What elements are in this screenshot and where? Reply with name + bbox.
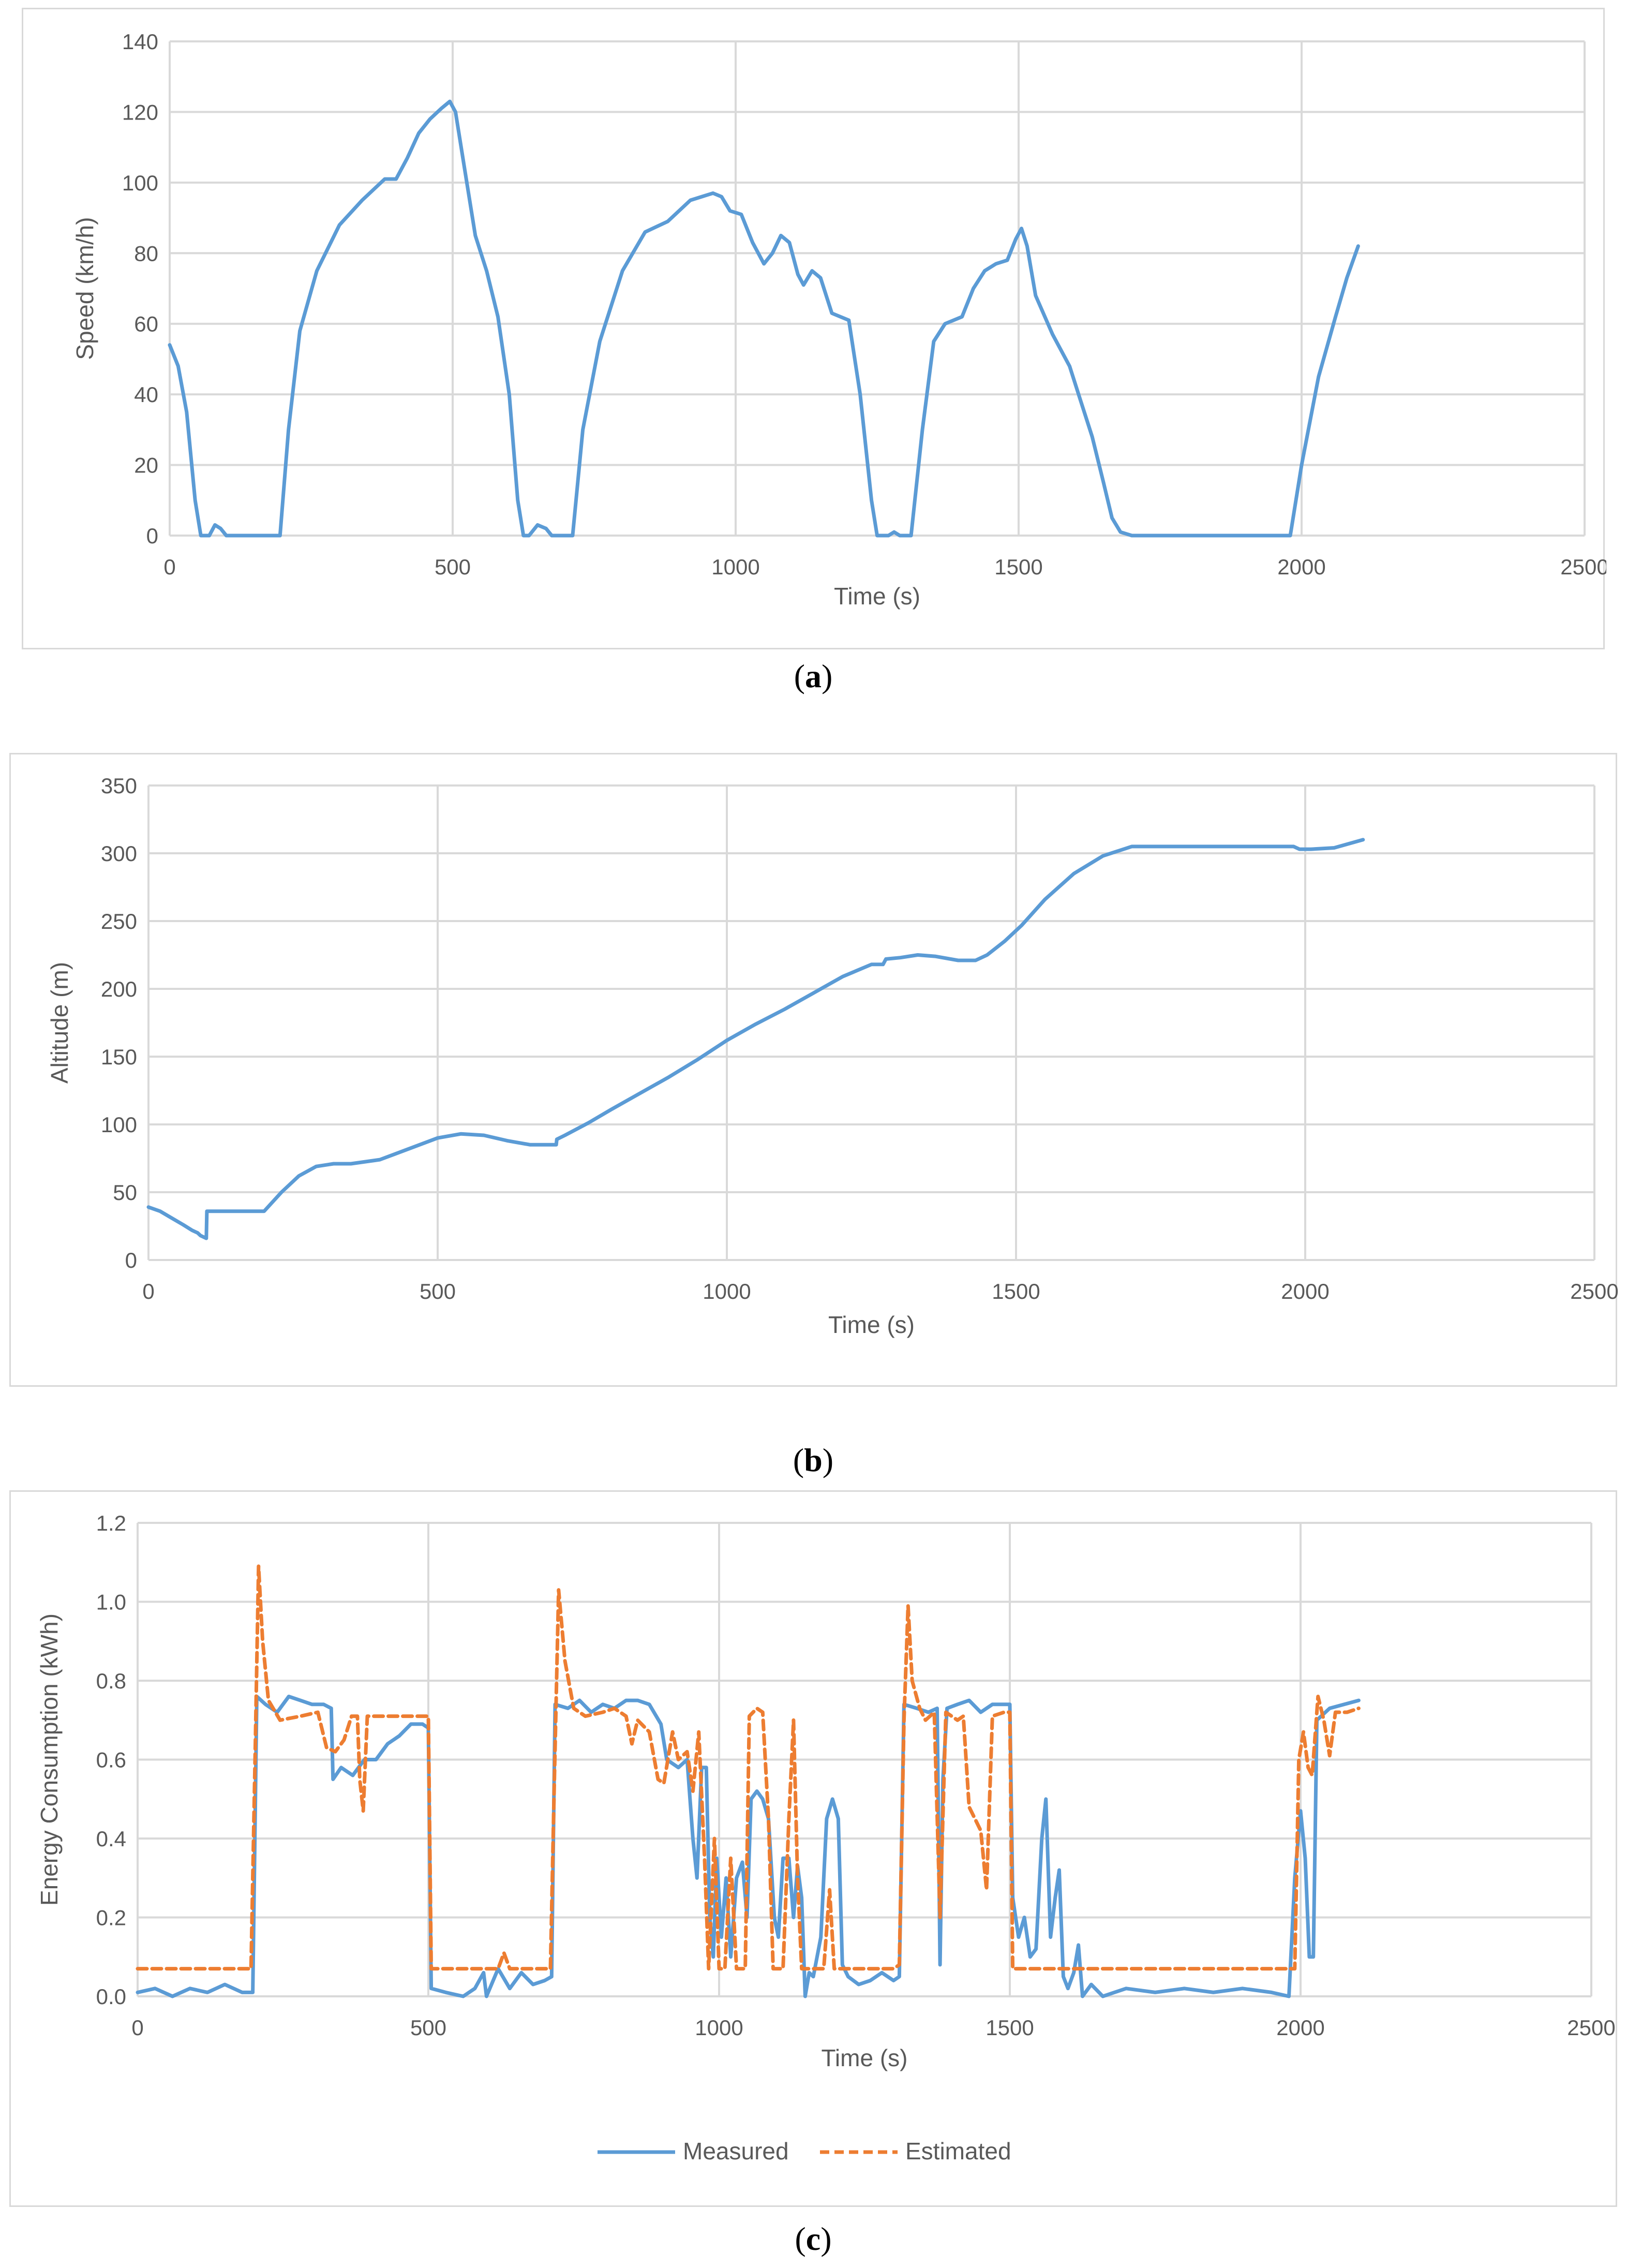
x-axis-label: Time (s) — [828, 1311, 915, 1338]
y-tick-label: 0 — [146, 524, 158, 548]
y-tick-label: 50 — [113, 1180, 137, 1205]
y-tick-label: 300 — [101, 841, 137, 866]
y-tick-label: 0.0 — [96, 1984, 126, 2009]
y-tick-label: 0.2 — [96, 1906, 126, 1930]
legend: Measured Estimated — [598, 2138, 1011, 2165]
y-tick-label: 140 — [122, 29, 158, 54]
y-tick-label: 350 — [101, 774, 137, 798]
x-tick-label: 500 — [420, 1279, 456, 1303]
y-tick-label: 0.6 — [96, 1748, 126, 1772]
x-tick-label: 0 — [142, 1279, 154, 1303]
y-axis-label: Speed (km/h) — [71, 217, 98, 360]
x-tick-label: 500 — [410, 2015, 446, 2040]
x-tick-label: 500 — [435, 555, 471, 579]
x-tick-label: 0 — [163, 555, 175, 579]
series-line-main — [168, 99, 1360, 538]
gridlines — [169, 40, 1586, 537]
x-tick-label: 1000 — [711, 555, 759, 579]
x-tick-label: 1500 — [994, 555, 1042, 579]
x-tick-label: 2500 — [1567, 2015, 1615, 2040]
y-tick-label: 1.2 — [96, 1511, 126, 1535]
y-tick-label: 0.8 — [96, 1669, 126, 1693]
y-tick-label: 250 — [101, 909, 137, 933]
chart-panel-energy: 0.0 0.2 0.4 0.6 0.8 1.0 1.2 0 500 1000 1500 2000 250… — [9, 1490, 1617, 2207]
chart-panel-speed: 0 20 40 60 80 100 120 140 0 500 1000 1500 2000 2500 Ti… — [22, 8, 1606, 649]
series-line-measured — [136, 1695, 1361, 1998]
y-tick-label: 100 — [101, 1113, 137, 1137]
legend-label-estimated: Estimated — [905, 2138, 1011, 2165]
x-tick-label: 2500 — [1570, 1279, 1618, 1303]
series-line-estimated — [136, 1564, 1361, 1971]
y-tick-label: 1.0 — [96, 1590, 126, 1614]
y-tick-label: 20 — [134, 453, 158, 478]
x-tick-label: 2000 — [1276, 2015, 1324, 2040]
y-axis-label: Energy Consumption (kWh) — [36, 1613, 63, 1906]
y-tick-label: 120 — [122, 100, 158, 124]
series-line-main — [146, 838, 1365, 1240]
legend-label-measured: Measured — [683, 2138, 789, 2165]
caption-c: (c) — [762, 2220, 865, 2258]
altitude-chart: 0 50 100 150 200 250 300 350 0 500 1000 1500 2000 250… — [46, 774, 1619, 1338]
chart-panel-altitude: 0 50 100 150 200 250 300 350 0 500 1000 1500 2000 250… — [9, 753, 1619, 1387]
y-tick-label: 150 — [101, 1045, 137, 1069]
energy-chart: 0.0 0.2 0.4 0.6 0.8 1.0 1.2 0 500 1000 1500 2000 250… — [36, 1511, 1616, 2165]
y-tick-label: 0.4 — [96, 1827, 126, 1851]
x-tick-label: 1000 — [703, 1279, 751, 1303]
x-tick-label: 1000 — [695, 2015, 743, 2040]
x-axis-label: Time (s) — [834, 583, 920, 610]
y-tick-label: 200 — [101, 977, 137, 1001]
y-tick-label: 60 — [134, 312, 158, 336]
x-tick-label: 2000 — [1281, 1279, 1329, 1303]
x-tick-label: 2000 — [1277, 555, 1325, 579]
caption-b-text: (b) — [793, 1442, 834, 1478]
caption-c-text: (c) — [795, 2220, 832, 2257]
caption-a-text: (a) — [794, 658, 833, 694]
caption-b: (b) — [762, 1441, 865, 1479]
x-tick-label: 0 — [131, 2015, 143, 2040]
y-tick-label: 0 — [125, 1248, 137, 1272]
gridlines — [137, 1522, 1592, 1997]
x-tick-label: 1500 — [986, 2015, 1034, 2040]
x-axis-label: Time (s) — [822, 2044, 908, 2071]
y-tick-label: 40 — [134, 382, 158, 407]
caption-a: (a) — [762, 657, 865, 695]
y-tick-label: 100 — [122, 171, 158, 195]
x-tick-label: 2500 — [1560, 555, 1606, 579]
y-axis-label: Altitude (m) — [46, 962, 73, 1084]
gridlines — [147, 784, 1595, 1261]
x-tick-label: 1500 — [992, 1279, 1040, 1303]
y-tick-label: 80 — [134, 241, 158, 265]
speed-chart: 0 20 40 60 80 100 120 140 0 500 1000 1500 2000 2500 Ti… — [71, 29, 1606, 610]
